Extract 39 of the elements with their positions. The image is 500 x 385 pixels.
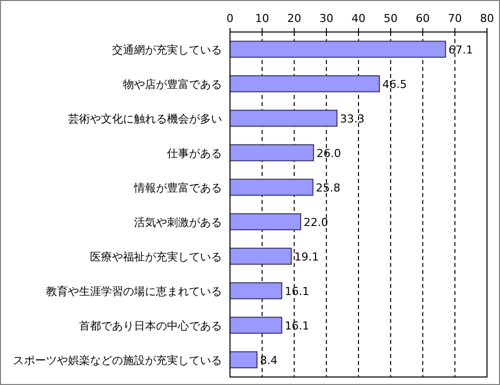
x-tick-label: 80 — [480, 12, 494, 25]
data-label: 67.1 — [448, 43, 474, 56]
data-label: 25.8 — [316, 181, 340, 194]
x-tick-label: 0 — [226, 12, 234, 25]
y-tick-label: 芸術や文化に触れる機会が多い — [68, 112, 222, 126]
x-tick-label: 30 — [319, 12, 334, 25]
bar — [230, 110, 338, 127]
bar — [230, 178, 314, 196]
y-tick-label: 物や店が豊富である — [123, 78, 222, 91]
data-label: 33.3 — [340, 112, 364, 126]
y-tick-label: 交通網が充実している — [112, 43, 222, 56]
bar — [230, 75, 380, 92]
data-label: 46.5 — [382, 78, 407, 91]
bar — [230, 316, 282, 334]
data-label: 16.1 — [284, 319, 310, 332]
data-label: 26.0 — [316, 146, 342, 160]
y-tick-label: 教育や生涯学習の場に恵まれている — [46, 284, 222, 298]
data-label: 22.0 — [304, 216, 328, 229]
y-tick-label: 首都であり日本の中心である — [79, 319, 222, 332]
data-label: 8.4 — [260, 354, 278, 367]
bar — [230, 248, 292, 265]
y-tick-label: スポーツや娯楽などの施設が充実している — [13, 354, 222, 367]
data-label: 16.1 — [284, 284, 310, 298]
x-tick-label: 20 — [287, 12, 302, 25]
bar — [230, 282, 282, 300]
x-tick-label: 70 — [448, 12, 462, 25]
x-tick-label: 10 — [255, 12, 270, 25]
bar — [230, 213, 302, 230]
x-tick-label: 50 — [384, 12, 398, 25]
bar — [230, 40, 446, 58]
x-tick-label: 60 — [416, 12, 430, 25]
x-tick-label: 40 — [352, 12, 366, 25]
y-tick-label: 情報が豊富である — [133, 181, 222, 194]
y-tick-label: 仕事がある — [167, 146, 222, 160]
bar — [230, 144, 314, 162]
y-tick-label: 医療や福祉が充実している — [90, 250, 222, 264]
y-tick-label: 活気や刺激がある — [134, 216, 222, 229]
bar — [230, 351, 258, 368]
data-label: 19.1 — [294, 250, 319, 264]
